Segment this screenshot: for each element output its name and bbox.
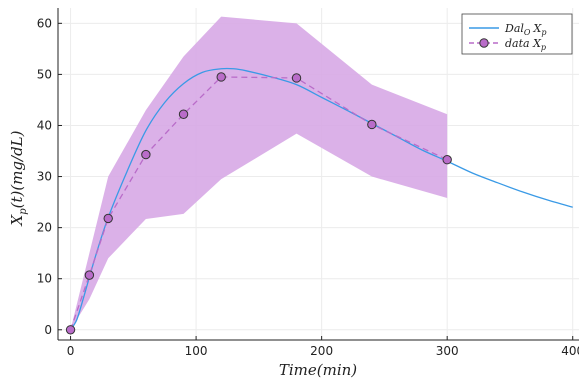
legend-data-marker xyxy=(479,38,489,48)
data-point xyxy=(442,154,452,165)
x-tick-label: 100 xyxy=(185,344,208,358)
data-point xyxy=(65,325,76,335)
y-tick-label: 60 xyxy=(37,16,52,30)
data-markers xyxy=(65,72,452,335)
x-tick-label: 0 xyxy=(67,344,75,358)
axis-frame xyxy=(57,8,579,341)
y-axis-label: Xp(t)(mg/dL) xyxy=(8,130,29,226)
legend-data-label: data Xp xyxy=(505,37,546,52)
x-tick-label: 300 xyxy=(436,344,459,358)
data-point xyxy=(84,270,95,280)
data-point xyxy=(216,72,226,82)
data-point xyxy=(367,119,377,130)
legend-box xyxy=(461,13,573,55)
data-point xyxy=(103,213,113,224)
confidence-band xyxy=(70,16,448,330)
data-point xyxy=(291,73,302,83)
model-line xyxy=(69,67,573,331)
x-tick-label: 400 xyxy=(561,344,579,358)
axis-ticks: 0 100 200 300 400 0 10 20 30 40 50 60 xyxy=(37,16,579,358)
y-tick-label: 40 xyxy=(37,118,52,132)
y-tick-label: 20 xyxy=(37,221,52,235)
y-tick-label: 30 xyxy=(37,170,52,184)
y-tick-label: 0 xyxy=(44,323,52,337)
data-point xyxy=(141,149,151,160)
legend: DalO Xp data Xp xyxy=(461,13,573,55)
x-tick-label: 200 xyxy=(310,344,333,358)
data-point xyxy=(178,109,189,119)
x-axis-label: Time(min) xyxy=(279,361,357,379)
legend-model-label: DalO Xp xyxy=(504,22,546,37)
data-line xyxy=(69,76,448,330)
y-tick-label: 50 xyxy=(37,67,52,81)
y-tick-label: 10 xyxy=(37,272,52,286)
